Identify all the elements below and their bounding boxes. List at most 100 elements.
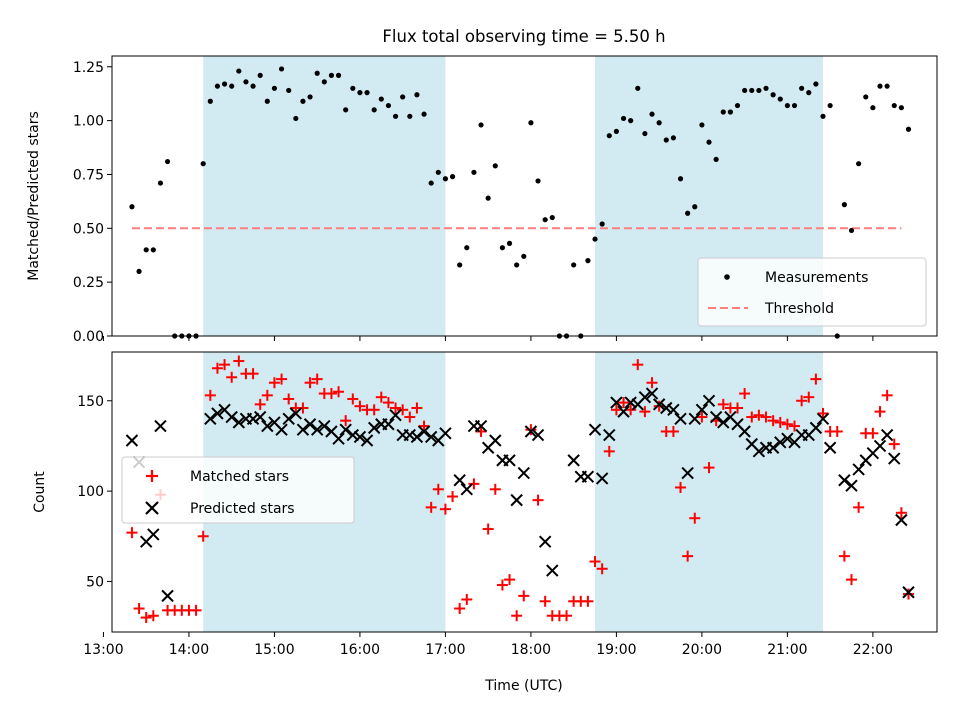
bottom-count-points	[125, 355, 915, 624]
matched-star-point	[618, 397, 630, 409]
top-ytick-label: 0.00	[73, 329, 104, 345]
predicted-star-point	[246, 412, 260, 426]
top-ytick-label: 1.00	[73, 114, 104, 130]
bottom-panel: 50 100 150 13:00 14:00 15:00 16:00 17:00 18:00 19…	[32, 351, 938, 694]
predicted-star-point	[204, 412, 217, 426]
measurement-point	[499, 245, 506, 251]
xtick-label: 18:00	[511, 642, 551, 658]
top-ytick-label: 1.25	[73, 60, 104, 76]
matched-star-point	[418, 420, 430, 432]
bottom-axis-ticks: 50 100 150 13:00 14:00 15:00 16:00 17:00 18:00 19…	[77, 394, 893, 658]
matched-star-point	[582, 595, 594, 607]
measurement-point	[150, 247, 156, 253]
measurement-point	[364, 90, 370, 96]
predicted-star-point	[624, 396, 637, 409]
matched-star-point	[767, 415, 779, 427]
measurement-point	[164, 158, 171, 165]
measurement-point	[663, 137, 669, 143]
matched-star-point	[796, 395, 808, 407]
measurement-point	[335, 72, 342, 78]
legend-threshold-label: Threshold	[764, 301, 834, 317]
measurement-point	[357, 90, 363, 96]
observing-window-2	[595, 352, 824, 632]
predicted-star-point	[610, 396, 623, 409]
measurement-point	[378, 96, 384, 102]
predicted-star-point	[902, 586, 915, 599]
predicted-star-point	[275, 423, 288, 436]
predicted-star-point	[567, 454, 580, 467]
predicted-star-point	[660, 401, 673, 415]
measurement-point	[428, 180, 434, 186]
predicted-star-point	[460, 483, 473, 496]
matched-star-point	[397, 404, 409, 416]
measurement-point	[727, 109, 733, 115]
measurement-point	[485, 195, 491, 201]
measurement-point	[613, 128, 620, 134]
measurement-point	[620, 115, 627, 122]
matched-star-point	[525, 424, 537, 436]
matched-star-point	[375, 391, 387, 403]
measurement-point	[742, 87, 748, 94]
matched-star-point	[447, 491, 459, 503]
measurement-point	[286, 87, 292, 94]
predicted-star-point	[410, 430, 424, 444]
measurement-point	[328, 72, 335, 78]
measurement-point	[143, 247, 149, 253]
matched-star-point	[632, 359, 644, 371]
predicted-star-point	[339, 423, 352, 436]
measurement-point	[777, 96, 783, 102]
top-axis-ticks: 0.00 0.25 0.50 0.75 1.00 1.25	[73, 60, 874, 345]
measurement-point	[278, 66, 285, 72]
legend-predicted-label: Predicted stars	[190, 501, 295, 517]
matched-star-point	[803, 391, 815, 403]
measurement-point	[720, 109, 726, 115]
predicted-star-point	[709, 410, 723, 424]
predicted-star-point	[603, 428, 616, 442]
measurement-point	[877, 83, 883, 89]
legend-predicted-marker	[145, 501, 159, 515]
matched-star-point	[268, 377, 280, 389]
predicted-star-point	[816, 412, 830, 426]
measurement-point	[841, 202, 847, 208]
measurement-point	[599, 221, 605, 227]
matched-star-point	[682, 550, 694, 562]
measurement-point	[157, 180, 164, 186]
measurement-point	[656, 120, 662, 126]
measurement-point	[905, 126, 912, 132]
matched-star-point	[689, 512, 701, 524]
predicted-star-point	[417, 425, 431, 438]
predicted-star-point	[253, 410, 267, 424]
measurement-point	[884, 83, 890, 89]
measurement-point	[856, 161, 862, 167]
measurement-point	[756, 87, 762, 94]
predicted-star-point	[581, 470, 595, 483]
xtick-label: 21:00	[767, 642, 807, 658]
matched-star-point	[703, 462, 715, 474]
matched-star-point	[432, 483, 444, 495]
measurement-point	[870, 105, 876, 111]
x-axis-label: Time (UTC)	[484, 678, 562, 694]
predicted-star-point	[538, 535, 552, 548]
matched-star-point	[831, 425, 843, 437]
predicted-star-point	[382, 418, 395, 431]
measurement-point	[706, 139, 712, 145]
matched-star-point	[382, 397, 394, 409]
measurement-point	[471, 169, 477, 175]
measurement-point	[535, 178, 541, 184]
predicted-star-point	[531, 428, 545, 442]
matched-star-point	[276, 373, 288, 385]
predicted-star-point	[774, 436, 787, 449]
matched-star-point	[261, 389, 273, 401]
matched-star-point	[190, 604, 202, 616]
measurement-point	[449, 174, 456, 180]
matched-star-point	[646, 377, 658, 389]
matched-star-point	[511, 610, 523, 622]
predicted-star-point	[282, 412, 295, 426]
measurement-point	[250, 83, 256, 89]
xtick-label: 22:00	[853, 642, 893, 658]
measurement-point	[549, 214, 555, 221]
measurement-point	[521, 253, 527, 259]
matched-star-point	[532, 494, 544, 506]
predicted-star-point	[318, 419, 331, 433]
measurement-point	[442, 176, 449, 182]
